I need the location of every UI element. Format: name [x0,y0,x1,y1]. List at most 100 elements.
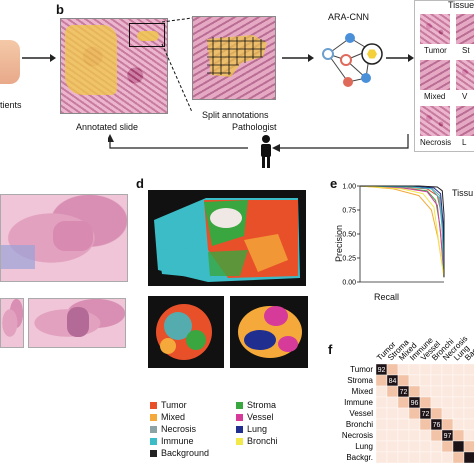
matrix-cell [376,419,387,430]
matrix-row-label: Mixed [352,387,373,396]
matrix-cell [431,452,442,463]
matrix-cell [420,430,431,441]
matrix-cell [453,397,464,408]
matrix-cell [376,452,387,463]
x-axis-label: Recall [374,292,399,302]
tile-label: Tumor [424,46,447,55]
neural-network-diagram [316,24,388,96]
matrix-value: 97 [444,433,452,440]
pr-curve-series-4 [360,186,444,277]
matrix-cell [398,397,409,408]
matrix-cell [420,419,431,430]
matrix-value: 96 [411,400,419,407]
tile-vessel [456,60,474,90]
matrix-cell [387,419,398,430]
matrix-cell [409,364,420,375]
person-icon [258,135,274,169]
patient-stack-icon [0,40,20,84]
patients-label: tients [0,100,22,110]
matrix-cell [409,375,420,386]
matrix-row-label: Tumor [350,365,373,374]
legend-swatch [150,450,157,457]
matrix-cell [431,408,442,419]
legend-swatch [236,402,243,409]
matrix-cell [376,386,387,397]
matrix-cell [398,441,409,452]
matrix-cell [442,408,453,419]
split-annotations-label: Split annotations [202,110,269,120]
matrix-cell [431,397,442,408]
pr-curve-series-8 [360,186,444,277]
tile-label: V [462,92,467,101]
matrix-cell [431,430,442,441]
legend-swatch [150,426,157,433]
matrix-value: 92 [378,367,386,374]
matrix-cell [398,452,409,463]
matrix-cell [387,430,398,441]
pathologist-label: Pathologist [232,122,277,132]
matrix-cell [398,419,409,430]
matrix-cell [376,430,387,441]
tissue-header: Tissue [448,0,474,10]
matrix-value: 72 [400,389,408,396]
matrix-cell [376,408,387,419]
matrix-row-label: Lung [355,442,373,451]
tile-label: Mixed [424,92,445,101]
tile-necrosis [420,106,450,136]
tile-mixed [420,60,450,90]
matrix-cell [387,397,398,408]
matrix-cell [464,419,474,430]
legend-swatch [236,438,243,445]
matrix-cell [431,364,442,375]
tile-label: St [462,46,470,55]
pr-curve-series-5 [360,186,444,277]
matrix-cell [453,386,464,397]
matrix-row-label: Bronchi [346,420,373,429]
matrix-cell [376,397,387,408]
panel-label-d: d [136,176,144,191]
chart-axes [360,186,444,282]
matrix-cell [398,408,409,419]
matrix-cell [464,441,474,452]
matrix-row-label: Stroma [347,376,373,385]
matrix-cell [442,419,453,430]
matrix-cell [398,430,409,441]
segmentation-map-small [230,296,308,368]
matrix-cell [387,364,398,375]
segmentation-map-small [148,296,224,368]
legend-label: Background [161,448,209,458]
matrix-cell [409,419,420,430]
matrix-cell [464,397,474,408]
arrow-right-icon [282,52,314,64]
matrix-cell [453,375,464,386]
tile-label: L [462,138,466,147]
legend-label: Mixed [161,412,185,422]
matrix-value: 76 [433,422,441,429]
legend-swatch [236,414,243,421]
matrix-cell [442,386,453,397]
matrix-cell [453,408,464,419]
precision-recall-chart: 0.00 0.25 0.50 0.75 1.00 [332,180,474,310]
y-tick-label: 0.75 [342,208,356,215]
matrix-cell [464,430,474,441]
legend-label: Tumor [161,400,187,410]
matrix-cell [409,430,420,441]
matrix-cell [409,452,420,463]
matrix-cell [376,375,387,386]
arrow-right-icon [22,52,56,64]
matrix-cell [409,408,420,419]
pr-curve-series-6 [360,186,444,277]
legend-label: Lung [247,424,267,434]
matrix-cell [464,364,474,375]
matrix-cell [409,386,420,397]
matrix-cell [442,441,453,452]
matrix-value: 72 [422,411,430,418]
zoom-lines [160,16,194,116]
split-annotations-image [192,16,276,100]
legend-swatch [236,426,243,433]
y-axis-label: Precision [334,225,344,262]
confusion-matrix: TumorStromaMixedImmuneVesselBronchiNecro… [318,320,474,474]
y-tick-label: 0.50 [342,232,356,239]
matrix-cell [409,441,420,452]
matrix-cell [453,364,464,375]
